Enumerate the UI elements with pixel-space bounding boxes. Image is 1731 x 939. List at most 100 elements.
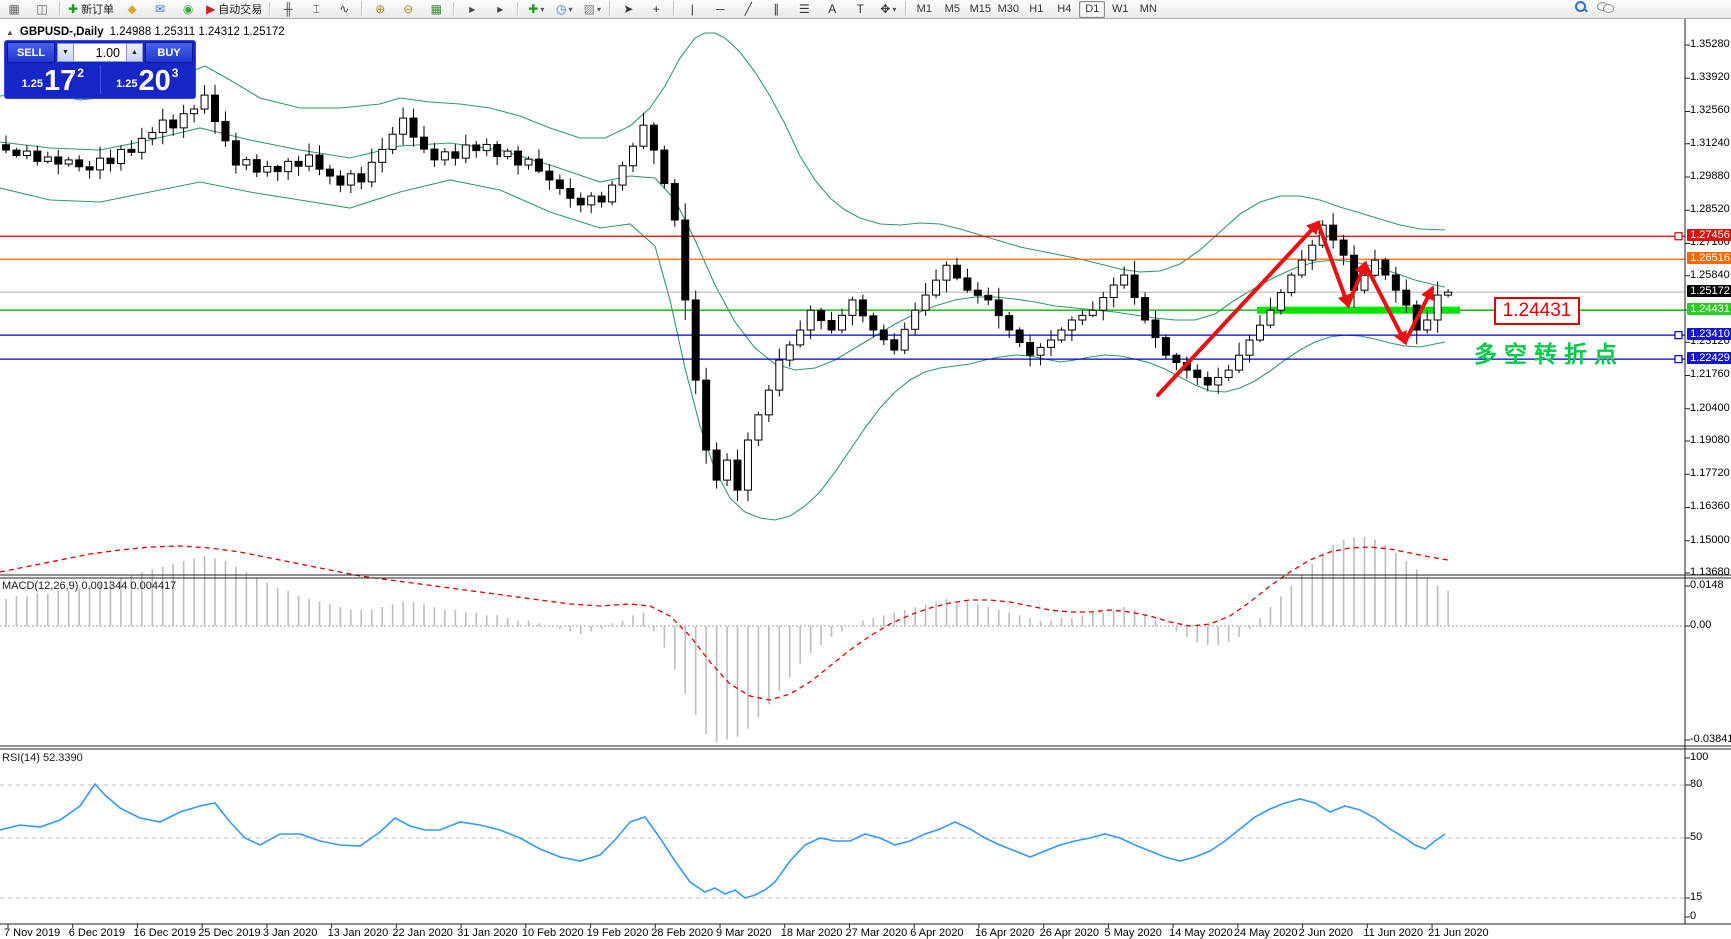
- candle-body: [1444, 291, 1453, 296]
- price-tick-label: 1.21760: [1690, 368, 1730, 381]
- sell-button[interactable]: SELL: [7, 42, 55, 63]
- candle-body: [231, 140, 240, 166]
- price-tick-label: 1.33920: [1690, 71, 1730, 84]
- price-level-label-1.22429: 1.22429: [1687, 352, 1731, 365]
- tb-hline-icon[interactable]: ─: [707, 0, 733, 18]
- tb-mailbox-icon[interactable]: ✉: [147, 0, 173, 18]
- price-tick-label: 1.19080: [1690, 434, 1730, 446]
- candle-body: [629, 145, 637, 167]
- timeframe-m5-button[interactable]: M5: [944, 3, 960, 15]
- tb-crosshair-icon[interactable]: +: [643, 0, 669, 18]
- tb-templates-icon[interactable]: ▨ ▾: [579, 0, 605, 18]
- lot-increase-button[interactable]: ▲: [126, 43, 143, 62]
- timeframe-d1-button[interactable]: D1: [1079, 0, 1106, 18]
- candle-body: [1151, 319, 1160, 339]
- new-order-button-label: 新订单: [81, 4, 115, 16]
- tb-shapes-icon[interactable]: ✥ ▾: [875, 0, 901, 18]
- tb-alerts-icon[interactable]: ◆: [119, 0, 145, 18]
- timeframe-mn-button[interactable]: MN: [1139, 3, 1157, 15]
- candle-body: [639, 124, 648, 147]
- candle-body: [1026, 341, 1035, 356]
- bollinger-lower-band: [0, 179, 1446, 521]
- candle-body: [670, 183, 679, 221]
- date-label: 6 Apr 2020: [910, 927, 964, 939]
- tb-channel-icon[interactable]: ∥: [763, 0, 789, 18]
- candle-body: [2, 144, 10, 151]
- mailbox-icon: ✉: [155, 2, 166, 16]
- fibonacci-icon: ☰: [798, 2, 810, 16]
- candle-body: [952, 264, 961, 279]
- toolbar-separator: [269, 2, 272, 16]
- tb-fibonacci-icon[interactable]: ☰: [791, 0, 817, 18]
- tb-candlestick-chart-icon[interactable]: ⌶: [303, 0, 329, 18]
- tb-zoom-out-icon[interactable]: ⊖: [395, 0, 421, 18]
- date-label: 24 May 2020: [1233, 927, 1298, 939]
- candle-body: [869, 315, 878, 331]
- timeframe-h4-button[interactable]: H4: [1057, 3, 1072, 15]
- tb-cursor-icon[interactable]: ➤: [615, 0, 641, 18]
- tb-zoom-window-icon[interactable]: ◫: [29, 0, 55, 18]
- timeframe-w1-button[interactable]: W1: [1112, 3, 1129, 15]
- candle-body: [514, 150, 523, 166]
- search-icon[interactable]: [1575, 1, 1587, 13]
- macd-axis-label: 0.0148: [1690, 579, 1724, 591]
- candle-body: [179, 113, 188, 129]
- tb-zoom-in-icon[interactable]: ⊕: [367, 0, 393, 18]
- buy-button[interactable]: BUY: [145, 42, 193, 63]
- tb-auto-scroll-icon[interactable]: ▸: [459, 0, 485, 18]
- candle-body: [378, 148, 387, 163]
- shapes-icon: ✥: [880, 2, 891, 16]
- candle-body: [879, 329, 888, 341]
- community-chat-icon[interactable]: [1597, 1, 1614, 13]
- date-label: 3 Jan 2020: [262, 927, 318, 939]
- tb-vline-icon[interactable]: |: [679, 0, 705, 18]
- price-callout-box[interactable]: 1.24431: [1494, 297, 1580, 325]
- candle-body: [618, 165, 627, 186]
- candle-body: [1256, 324, 1264, 341]
- buy-price-display[interactable]: 1.25 20 3: [102, 63, 194, 96]
- date-label: 18 Mar 2020: [780, 927, 843, 939]
- candle-body: [534, 158, 543, 172]
- tb-bar-chart-icon[interactable]: ╫: [275, 0, 301, 18]
- candle-body: [754, 414, 763, 441]
- tb-text-icon[interactable]: A: [819, 0, 845, 18]
- caret-down-icon: ▾: [596, 4, 601, 14]
- tb-autotrading-button[interactable]: ▶ 自动交易: [203, 0, 265, 18]
- sell-price-display[interactable]: 1.25 17 2: [7, 63, 99, 96]
- tb-indicators-icon[interactable]: ✚ ▾: [523, 0, 549, 18]
- lot-size-input[interactable]: 1.00: [74, 43, 126, 62]
- alerts-icon: ◆: [127, 2, 137, 16]
- collapse-triangle-icon[interactable]: ▲: [6, 27, 14, 37]
- new-order-button: ✚: [68, 2, 79, 16]
- tb-chart-shift-icon[interactable]: ▸: [487, 0, 513, 18]
- buy-price-pip: 3: [171, 66, 179, 80]
- candle-body: [284, 160, 293, 173]
- chart-window-icon: ▦: [8, 2, 20, 16]
- timeframe-m1-button[interactable]: M1: [916, 3, 932, 15]
- tb-new-order-button[interactable]: ✚ 新订单: [65, 0, 117, 18]
- timeframe-m30-button[interactable]: M30: [997, 3, 1019, 15]
- candle-body: [399, 117, 408, 135]
- tb-market-radio-icon[interactable]: ◉: [175, 0, 201, 18]
- tb-chart-window-icon[interactable]: ▦: [1, 0, 27, 18]
- candle-body: [294, 160, 303, 167]
- candle-body: [64, 159, 73, 165]
- candle-body: [493, 143, 502, 157]
- tb-tile-windows-icon[interactable]: ▦: [423, 0, 449, 18]
- lot-decrease-button[interactable]: ▼: [57, 43, 74, 62]
- date-label: 14 May 2020: [1169, 927, 1233, 939]
- bar-chart-icon: ╫: [284, 2, 293, 16]
- candle-body: [33, 150, 42, 162]
- candle-body: [127, 148, 136, 153]
- candle-body: [660, 149, 669, 185]
- tb-line-chart-icon[interactable]: ∿: [331, 0, 357, 18]
- date-label: 21 Jun 2020: [1428, 927, 1489, 939]
- candle-body: [963, 277, 972, 291]
- candle-body: [1172, 354, 1181, 364]
- tb-label-icon[interactable]: T: [847, 0, 873, 18]
- tb-periods-icon[interactable]: ◷ ▾: [551, 0, 577, 18]
- timeframe-m15-button[interactable]: M15: [969, 3, 991, 15]
- tb-trendline-icon[interactable]: ╱: [735, 0, 761, 18]
- timeframe-h1-button[interactable]: H1: [1029, 3, 1044, 15]
